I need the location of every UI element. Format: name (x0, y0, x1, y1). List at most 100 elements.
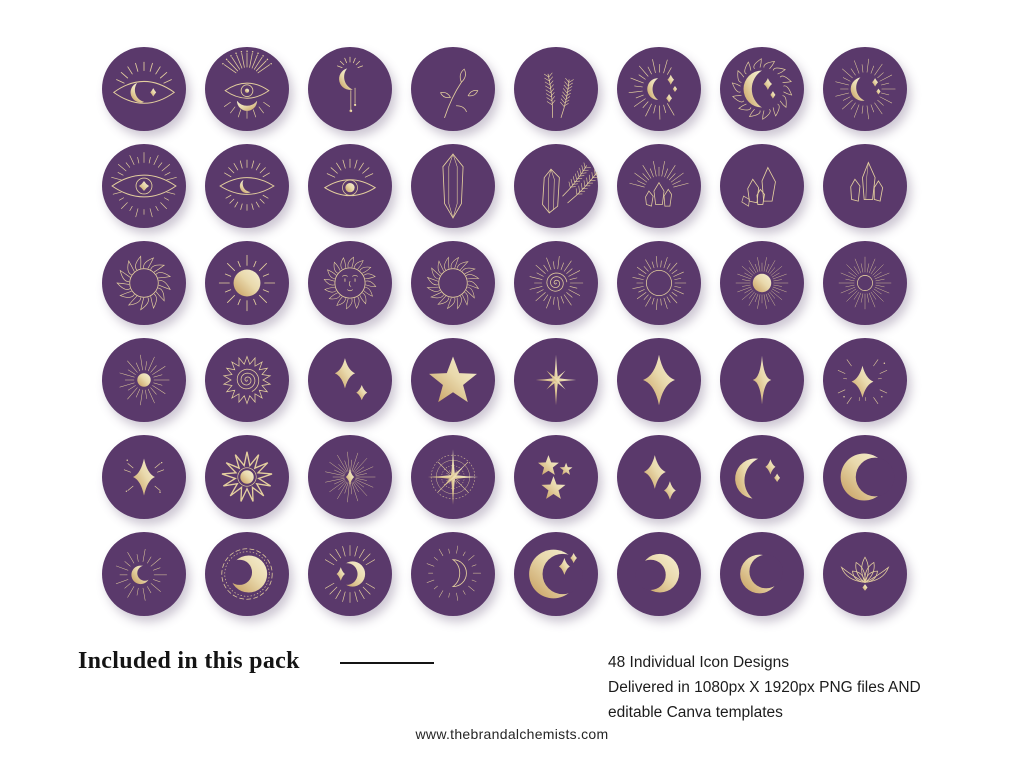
sun-face-glyph (323, 256, 377, 310)
crescent-sparkles-large-glyph (529, 549, 583, 599)
sun-filled-rays-glyph (218, 254, 276, 312)
icon-sun-leafy-ring (102, 241, 186, 325)
crescent-small-rays-glyph (115, 548, 167, 601)
icon-crescent-outline-rays (411, 532, 495, 616)
sun-spiral-zigzag-glyph (222, 355, 272, 405)
icon-sparkle-pair (308, 338, 392, 422)
icon-crescent-sparkle-rays (308, 532, 392, 616)
crystal-prism-glyph (442, 153, 464, 219)
details-line-2: Delivered in 1080px X 1920px PNG files A… (608, 679, 921, 696)
eye-ray-crown-glyph (222, 50, 272, 119)
eye-crescent-iris-glyph (219, 159, 275, 211)
icon-crescent-thin (720, 532, 804, 616)
stars-trio-glyph (538, 455, 573, 499)
icon-eye-crescent-iris (205, 144, 289, 228)
crescent-outline-rays-glyph (426, 545, 481, 601)
compass-star-glyph (427, 449, 479, 505)
starburst-sparkle-glyph (535, 354, 577, 406)
sun-leafy-ring-2-glyph (426, 256, 480, 310)
icon-lotus (823, 532, 907, 616)
pack-details: 48 Individual Icon Designs Delivered in … (608, 650, 921, 725)
eye-star-iris-radiant-glyph (111, 152, 177, 218)
sparkle-thin-glyph (752, 355, 772, 405)
heading-rule (340, 662, 434, 664)
icon-sun-spiral-rays (514, 241, 598, 325)
crystal-cluster-rays-glyph (629, 161, 689, 207)
icon-eye-crescent-lashes (102, 47, 186, 131)
moon-in-leafy-sun-glyph (731, 58, 793, 120)
crystal-cluster-glyph (741, 166, 776, 207)
sparkle-radiant-glyph (837, 359, 888, 404)
icon-crystal-lavender (514, 144, 598, 228)
sun-ring-fine-burst-glyph (838, 256, 892, 310)
icon-sparkle-radiant (823, 338, 907, 422)
icon-crystal-prism (411, 144, 495, 228)
icon-sun-spiral-zigzag (205, 338, 289, 422)
icon-grid (102, 47, 907, 616)
icon-starburst-sparkle (514, 338, 598, 422)
lotus-glyph (840, 556, 890, 591)
pack-heading: Included in this pack (78, 648, 300, 674)
icon-crescent-pendant (308, 47, 392, 131)
eye-crescent-lashes-glyph (112, 61, 176, 104)
details-line-3: editable Canva templates (608, 704, 783, 721)
icon-crystal-cluster-rays (617, 144, 701, 228)
leaf-sprig-glyph (440, 68, 479, 118)
crescent-thin-glyph (740, 554, 783, 594)
icon-lavender-sprigs (514, 47, 598, 131)
icon-crescent-two-sparkles (720, 435, 804, 519)
sun-filled-fine-burst-glyph (735, 257, 789, 309)
star-filled-glyph (429, 356, 477, 403)
sun-dot-burst-glyph (119, 354, 170, 406)
sparkle-accents-glyph (123, 458, 165, 496)
icon-crystal-cluster (720, 144, 804, 228)
details-line-1: 48 Individual Icon Designs (608, 654, 789, 671)
icon-sparkle-duo (617, 435, 701, 519)
website-url: www.thebrandalchemists.com (415, 726, 609, 742)
icon-crescent-rays-sparkles (617, 47, 701, 131)
icon-leaf-sprig (411, 47, 495, 131)
crescent-two-sparkles-glyph (735, 458, 781, 499)
crescent-starburst-glyph (835, 58, 896, 120)
icon-stars-trio (514, 435, 598, 519)
icon-crescent-sparkles-large (514, 532, 598, 616)
icon-crescent-thick (617, 532, 701, 616)
icon-sparkle-accents (102, 435, 186, 519)
icon-sun-filled-rays (205, 241, 289, 325)
icon-sun-face (308, 241, 392, 325)
sparkle-duo-glyph (643, 455, 676, 500)
starburst-fine-glyph (325, 451, 376, 503)
icon-star-filled (411, 338, 495, 422)
icon-moon-in-leafy-sun (720, 47, 804, 131)
icon-sparkle-diamond (617, 338, 701, 422)
icon-sun-leafy-ring-2 (411, 241, 495, 325)
icon-eye-ray-crown (205, 47, 289, 131)
crescent-rays-sparkles-glyph (628, 59, 678, 120)
moon-dashed-ring-glyph (221, 548, 273, 600)
icon-crescent-small-rays (102, 532, 186, 616)
icon-sun-zigzag-core (205, 435, 289, 519)
crescent-bold-glyph (840, 453, 895, 501)
sun-zigzag-core-glyph (221, 451, 273, 502)
crystal-lavender-glyph (542, 162, 598, 214)
sparkle-diamond-glyph (643, 354, 675, 406)
icon-crescent-starburst (823, 47, 907, 131)
icon-starburst-fine (308, 435, 392, 519)
crescent-pendant-glyph (337, 56, 363, 113)
icon-sun-dot-burst (102, 338, 186, 422)
icon-sun-ring-dense-rays (617, 241, 701, 325)
icon-crystal-cluster-tall (823, 144, 907, 228)
sun-leafy-ring-glyph (116, 255, 172, 311)
sparkle-pair-glyph (334, 358, 368, 401)
icon-moon-dashed-ring (205, 532, 289, 616)
crystal-cluster-tall-glyph (850, 161, 884, 202)
icon-sun-filled-fine-burst (720, 241, 804, 325)
eye-dot-iris-glyph (323, 158, 377, 197)
sun-ring-dense-rays-glyph (632, 255, 687, 311)
lavender-sprigs-glyph (543, 72, 574, 118)
icon-sun-ring-fine-burst (823, 241, 907, 325)
icon-compass-star (411, 435, 495, 519)
crescent-sparkle-rays-glyph (324, 545, 376, 603)
icon-eye-dot-iris (308, 144, 392, 228)
